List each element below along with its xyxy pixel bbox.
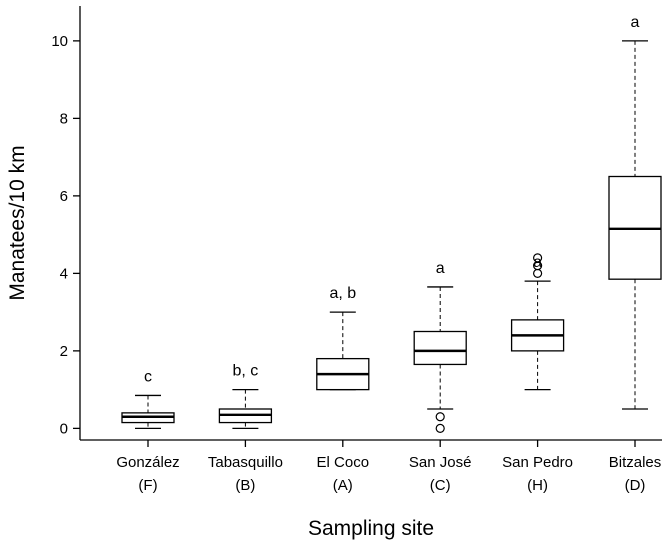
box-group: a, b: [316, 285, 370, 391]
x-tick-code-label: (D): [625, 477, 646, 494]
x-tick-code-label: (B): [235, 477, 255, 494]
box: [413, 330, 467, 366]
significance-label: c: [144, 368, 152, 385]
box-group: a: [510, 253, 565, 391]
y-tick-label: 4: [60, 265, 68, 282]
x-tick-label: El Coco: [317, 454, 370, 471]
y-tick-label: 8: [60, 110, 68, 127]
x-tick-code-label: (H): [527, 477, 548, 494]
x-tick-label: San José: [409, 454, 472, 471]
y-tick-label: 0: [60, 420, 68, 437]
box-group: a: [608, 14, 662, 410]
axes: 0 2 4 6 8 10 González (F) Tabasquillo (B) El Coco (…: [51, 6, 662, 494]
significance-label: a, b: [329, 285, 356, 302]
x-tick-label: Tabasquillo: [208, 454, 283, 471]
x-tick-label: Bitzales: [609, 454, 662, 471]
outlier-point: [435, 423, 445, 433]
y-tick-label: 2: [60, 343, 68, 360]
outlier-point: [532, 253, 543, 263]
box-group: a: [413, 260, 467, 433]
x-tick-label: González: [116, 454, 179, 471]
significance-label: b, c: [233, 363, 259, 380]
boxes: c b, c a, b a a a: [121, 14, 662, 433]
box-group: c: [121, 368, 175, 430]
x-tick-code-label: (F): [138, 477, 157, 494]
y-tick-label: 10: [51, 33, 68, 50]
significance-label: a: [436, 260, 445, 277]
box-group: b, c: [218, 363, 273, 430]
significance-label: a: [631, 14, 640, 31]
x-axis-title: Sampling site: [308, 517, 434, 540]
x-tick-code-label: (C): [430, 477, 451, 494]
x-tick-code-label: (A): [333, 477, 353, 494]
outlier-point: [435, 412, 445, 422]
x-tick-label: San Pedro: [502, 454, 573, 471]
significance-label: a: [533, 254, 542, 271]
y-axis-title: Manatees/10 km: [6, 145, 29, 300]
y-tick-label: 6: [60, 188, 68, 205]
